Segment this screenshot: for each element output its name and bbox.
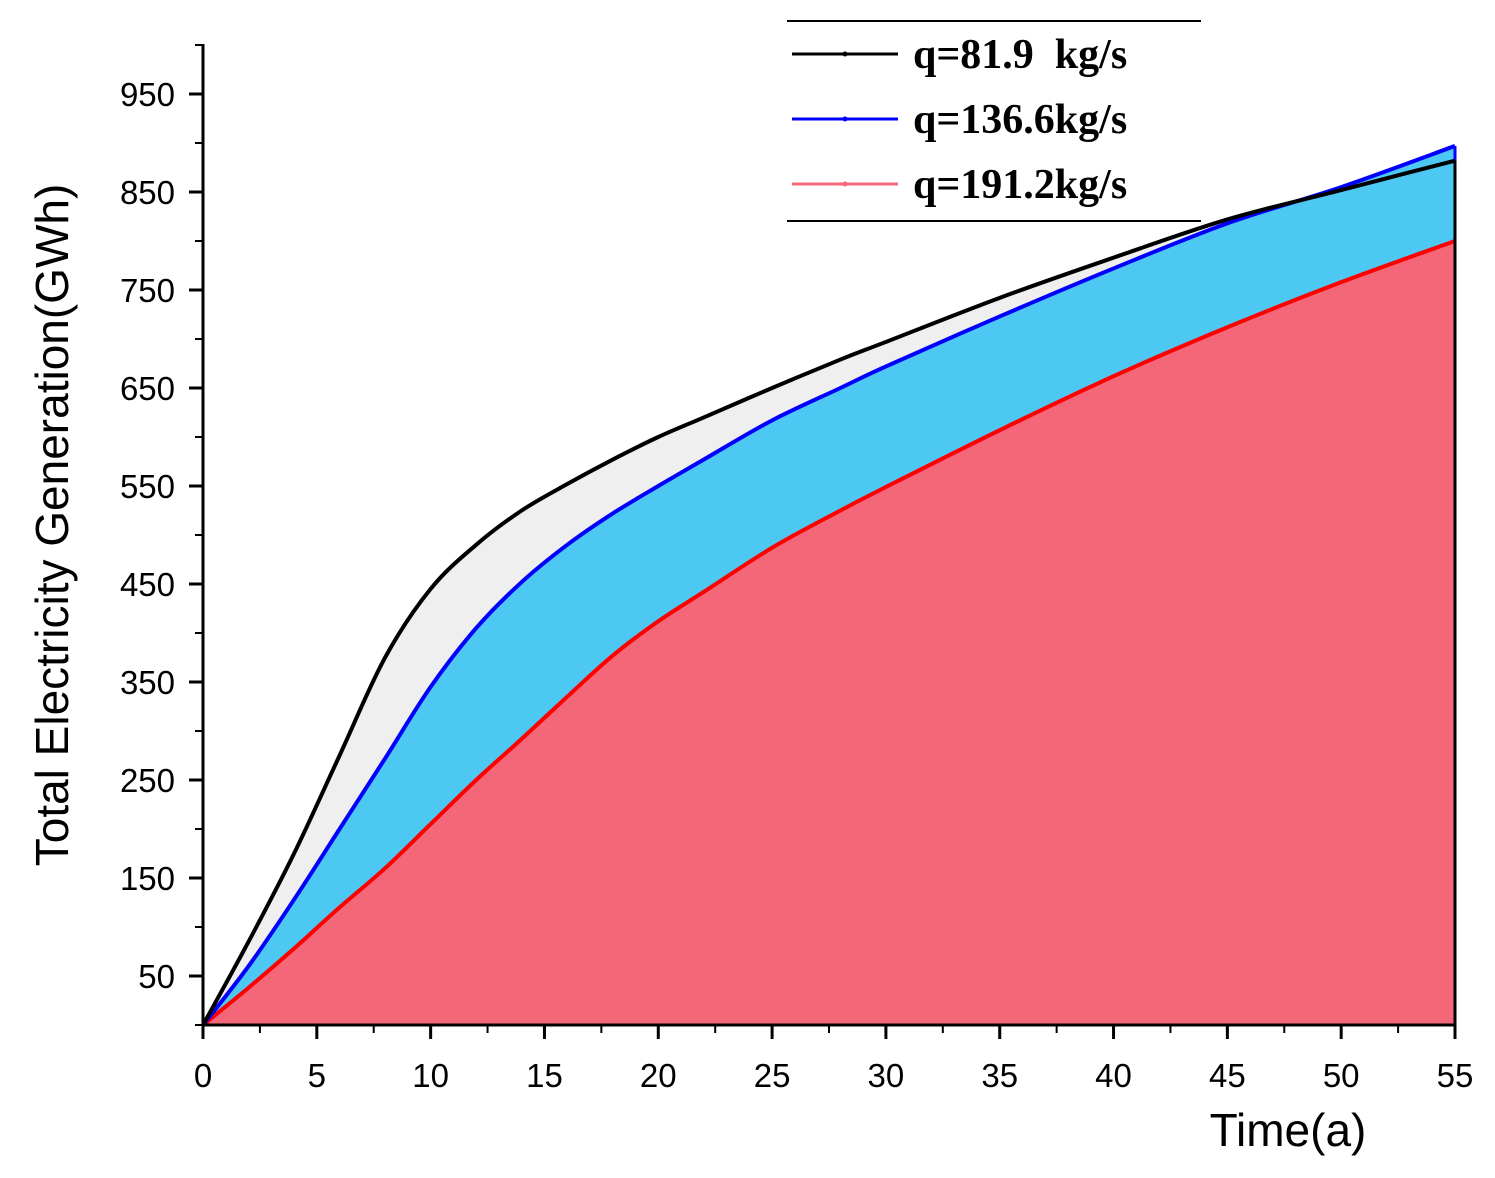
x-tick-label: 15 xyxy=(526,1057,563,1094)
x-tick-label: 25 xyxy=(754,1057,791,1094)
x-tick-label: 30 xyxy=(868,1057,905,1094)
ticks: 0 5 10 15 20 25 30 35 40 45 50 55 50 150 250 350 450 550 6… xyxy=(120,44,1474,1094)
x-tick-label: 45 xyxy=(1209,1057,1246,1094)
x-tick-label: 40 xyxy=(1095,1057,1132,1094)
x-tick-label: 0 xyxy=(194,1057,212,1094)
line-q81 xyxy=(201,158,1456,1026)
y-tick-label: 150 xyxy=(120,860,175,897)
y-tick-label: 250 xyxy=(120,762,175,799)
legend: q=81.9 kg/s q=136.6kg/s q=191.2kg/s xyxy=(787,20,1201,222)
line-q191 xyxy=(201,239,1456,1027)
legend-marker-q81 xyxy=(842,51,848,57)
legend-label-q81: q=81.9 kg/s xyxy=(913,32,1127,78)
y-axis-title: Total Electricity Generation(GWh) xyxy=(26,184,78,867)
area-fills xyxy=(203,145,1455,1025)
legend-marker-q136 xyxy=(842,116,848,122)
y-tick-label: 450 xyxy=(120,566,175,603)
y-tick-label: 650 xyxy=(120,370,175,407)
y-tick-label: 750 xyxy=(120,272,175,309)
y-tick-label: 550 xyxy=(120,468,175,505)
legend-marker-q191 xyxy=(842,181,848,187)
x-tick-label: 55 xyxy=(1437,1057,1474,1094)
area-q191 xyxy=(203,241,1455,1025)
x-tick-label: 20 xyxy=(640,1057,677,1094)
x-tick-label: 35 xyxy=(981,1057,1018,1094)
series-lines xyxy=(201,144,1457,1027)
x-axis-title: Time(a) xyxy=(1210,1104,1367,1156)
y-tick-label: 850 xyxy=(120,174,175,211)
line-q136 xyxy=(201,144,1456,1027)
legend-label-q136: q=136.6kg/s xyxy=(913,97,1127,143)
y-tick-label: 350 xyxy=(120,664,175,701)
x-tick-label: 10 xyxy=(412,1057,449,1094)
x-tick-label: 50 xyxy=(1323,1057,1360,1094)
y-tick-label: 50 xyxy=(138,958,175,995)
legend-label-q191: q=191.2kg/s xyxy=(913,162,1127,208)
y-tick-label: 950 xyxy=(120,76,175,113)
x-tick-label: 5 xyxy=(308,1057,326,1094)
